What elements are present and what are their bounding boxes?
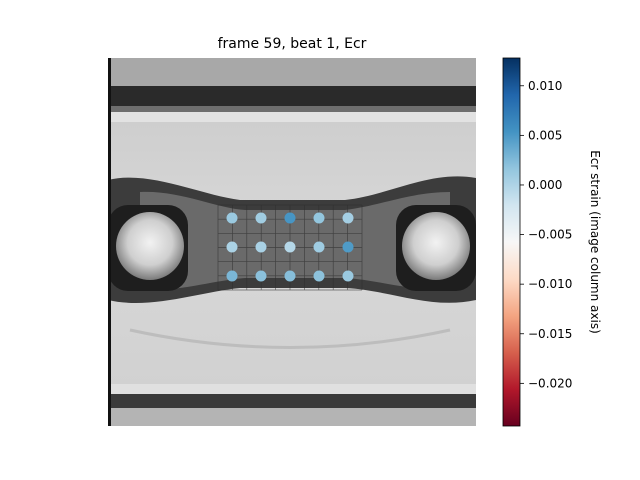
colorbar-tick-label: −0.015 <box>528 327 572 341</box>
strain-marker <box>342 212 354 224</box>
strain-marker <box>255 241 267 253</box>
strain-marker <box>255 212 267 224</box>
colorbar-tick-label: 0.005 <box>528 128 562 142</box>
microscopy-image <box>108 58 476 426</box>
strain-marker <box>313 241 325 253</box>
strain-marker <box>342 241 354 253</box>
colorbar-tick-label: 0.000 <box>528 178 562 192</box>
colorbar-tick-label: −0.010 <box>528 277 572 291</box>
colorbar-frame <box>502 57 521 427</box>
strain-marker <box>226 270 238 282</box>
strain-marker <box>342 270 354 282</box>
strain-marker <box>284 270 296 282</box>
colorbar-tick-label: 0.010 <box>528 79 562 93</box>
colorbar-label: Ecr strain (image column axis) <box>588 150 602 334</box>
strain-marker <box>255 270 267 282</box>
strain-marker <box>226 212 238 224</box>
colorbar-tick-label: −0.020 <box>528 376 572 390</box>
colorbar <box>503 58 520 426</box>
colorbar-ticks: 0.010 0.005 0.000 −0.005 −0.010 −0.015 −0.020 <box>520 79 572 390</box>
strain-marker <box>313 212 325 224</box>
strain-marker <box>284 241 296 253</box>
colorbar-tick-label: −0.005 <box>528 228 572 242</box>
chart-title: frame 59, beat 1, Ecr <box>218 36 367 52</box>
strain-markers <box>226 212 354 282</box>
strain-marker <box>226 241 238 253</box>
strain-marker <box>313 270 325 282</box>
strain-marker <box>284 212 296 224</box>
